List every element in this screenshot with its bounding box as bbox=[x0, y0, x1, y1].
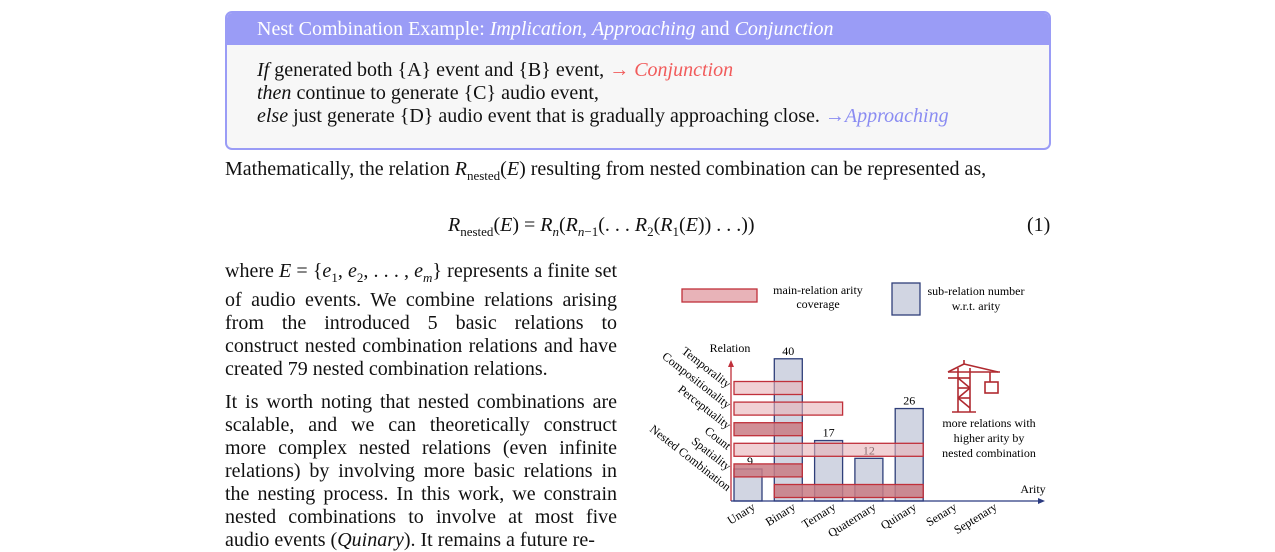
p1-where: where bbox=[225, 260, 280, 282]
bar-value-binary: 40 bbox=[782, 344, 794, 358]
title-prefix: Nest Combination Example: bbox=[257, 18, 490, 40]
tick-label-unary: Unary bbox=[725, 500, 758, 528]
note-line-2: higher arity by bbox=[954, 431, 1025, 445]
coverage-temporality bbox=[733, 380, 803, 396]
coverage-spatiality bbox=[733, 463, 803, 478]
p2-b: ). It remains a future re- bbox=[403, 529, 595, 551]
arity-figure: main-relation arity coverage sub-relatio… bbox=[647, 282, 1046, 540]
legend-sub-swatch bbox=[891, 282, 921, 316]
intro-after: resulting from nested combination can be… bbox=[525, 158, 987, 180]
tick-label-binary: Binary bbox=[763, 500, 798, 529]
coverage-compositionality bbox=[733, 401, 844, 416]
coverage-count bbox=[733, 442, 924, 457]
title-conjunction: Conjunction bbox=[734, 18, 834, 40]
x-axis-label: Arity bbox=[1020, 482, 1045, 496]
example-box: Nest Combination Example: Implication, A… bbox=[225, 11, 1051, 150]
left-column: where E = {e1, e2, . . . , em} represent… bbox=[225, 260, 617, 552]
coverage-perceptuality bbox=[733, 422, 803, 437]
x-axis-arrow bbox=[1038, 498, 1045, 504]
legend-main-label-1: main-relation arity bbox=[773, 283, 863, 297]
tick-label-septenary: Septenary bbox=[951, 500, 999, 537]
example-line-if: If generated both {A} event and {B} even… bbox=[257, 59, 1049, 82]
paragraph-1: where E = {e1, e2, . . . , em} represent… bbox=[225, 260, 618, 380]
line1-text: generated both {A} event and {B} event, bbox=[269, 59, 610, 81]
keyword-if: If bbox=[257, 59, 270, 81]
title-approaching: Approaching bbox=[591, 18, 696, 40]
crane-icon bbox=[947, 360, 1000, 413]
bar-value-unary: 9 bbox=[747, 454, 753, 468]
bar-value-ternary: 17 bbox=[823, 426, 835, 440]
conjunction-tag: → Conjunction bbox=[609, 59, 734, 81]
title-implication: Implication bbox=[489, 18, 582, 40]
tick-label-quinary: Quinary bbox=[878, 500, 919, 533]
paragraph-2: It is worth noting that nested combinati… bbox=[225, 391, 617, 552]
example-line-else: else just generate {D} audio event that … bbox=[257, 105, 1049, 128]
p2-a: It is worth noting that nested combinati… bbox=[225, 391, 617, 551]
coverage-nested-combination bbox=[773, 483, 924, 499]
example-box-body: If generated both {A} event and {B} even… bbox=[227, 45, 1049, 128]
p2-quinary: Quinary bbox=[337, 529, 404, 551]
equation-number: (1) bbox=[1027, 214, 1051, 236]
note-line-3: nested combination bbox=[942, 446, 1036, 460]
plot-area: 940171226TemporalityCompositionalityPerc… bbox=[647, 344, 999, 540]
bar-value-quinary: 26 bbox=[903, 394, 915, 408]
legend-main-swatch bbox=[681, 288, 758, 303]
keyword-else: else bbox=[257, 105, 289, 127]
p1-rest: represents a finite set of audio events.… bbox=[225, 260, 618, 380]
line2-text: continue to generate {C} audio event, bbox=[291, 82, 599, 104]
y-axis-arrow bbox=[728, 360, 734, 367]
example-box-title: Nest Combination Example: Implication, A… bbox=[227, 13, 1049, 45]
title-separator: , bbox=[581, 18, 592, 40]
title-and: and bbox=[695, 18, 735, 40]
legend-main-label-2: coverage bbox=[796, 297, 839, 311]
keyword-then: then bbox=[257, 82, 292, 104]
y-axis-label: Relation bbox=[710, 341, 751, 355]
nested-subscript: nested bbox=[466, 168, 501, 183]
legend-sub-label-2: w.r.t. arity bbox=[952, 299, 1001, 313]
note-line-1: more relations with bbox=[942, 416, 1035, 430]
intro-before: Mathematically, the relation bbox=[225, 158, 455, 180]
equation-body: Rnested(E) = Rn(Rn−1(. . . R2(R1(E)) . .… bbox=[448, 214, 755, 239]
r-nested-symbol: R bbox=[454, 158, 467, 180]
legend-sub-label-1: sub-relation number bbox=[928, 284, 1025, 298]
approaching-tag: →Approaching bbox=[824, 105, 949, 127]
example-line-then: then continue to generate {C} audio even… bbox=[257, 82, 1049, 105]
line3-text: just generate {D} audio event that is gr… bbox=[288, 105, 825, 127]
intro-sentence: Mathematically, the relation Rnested(E) … bbox=[225, 158, 987, 183]
